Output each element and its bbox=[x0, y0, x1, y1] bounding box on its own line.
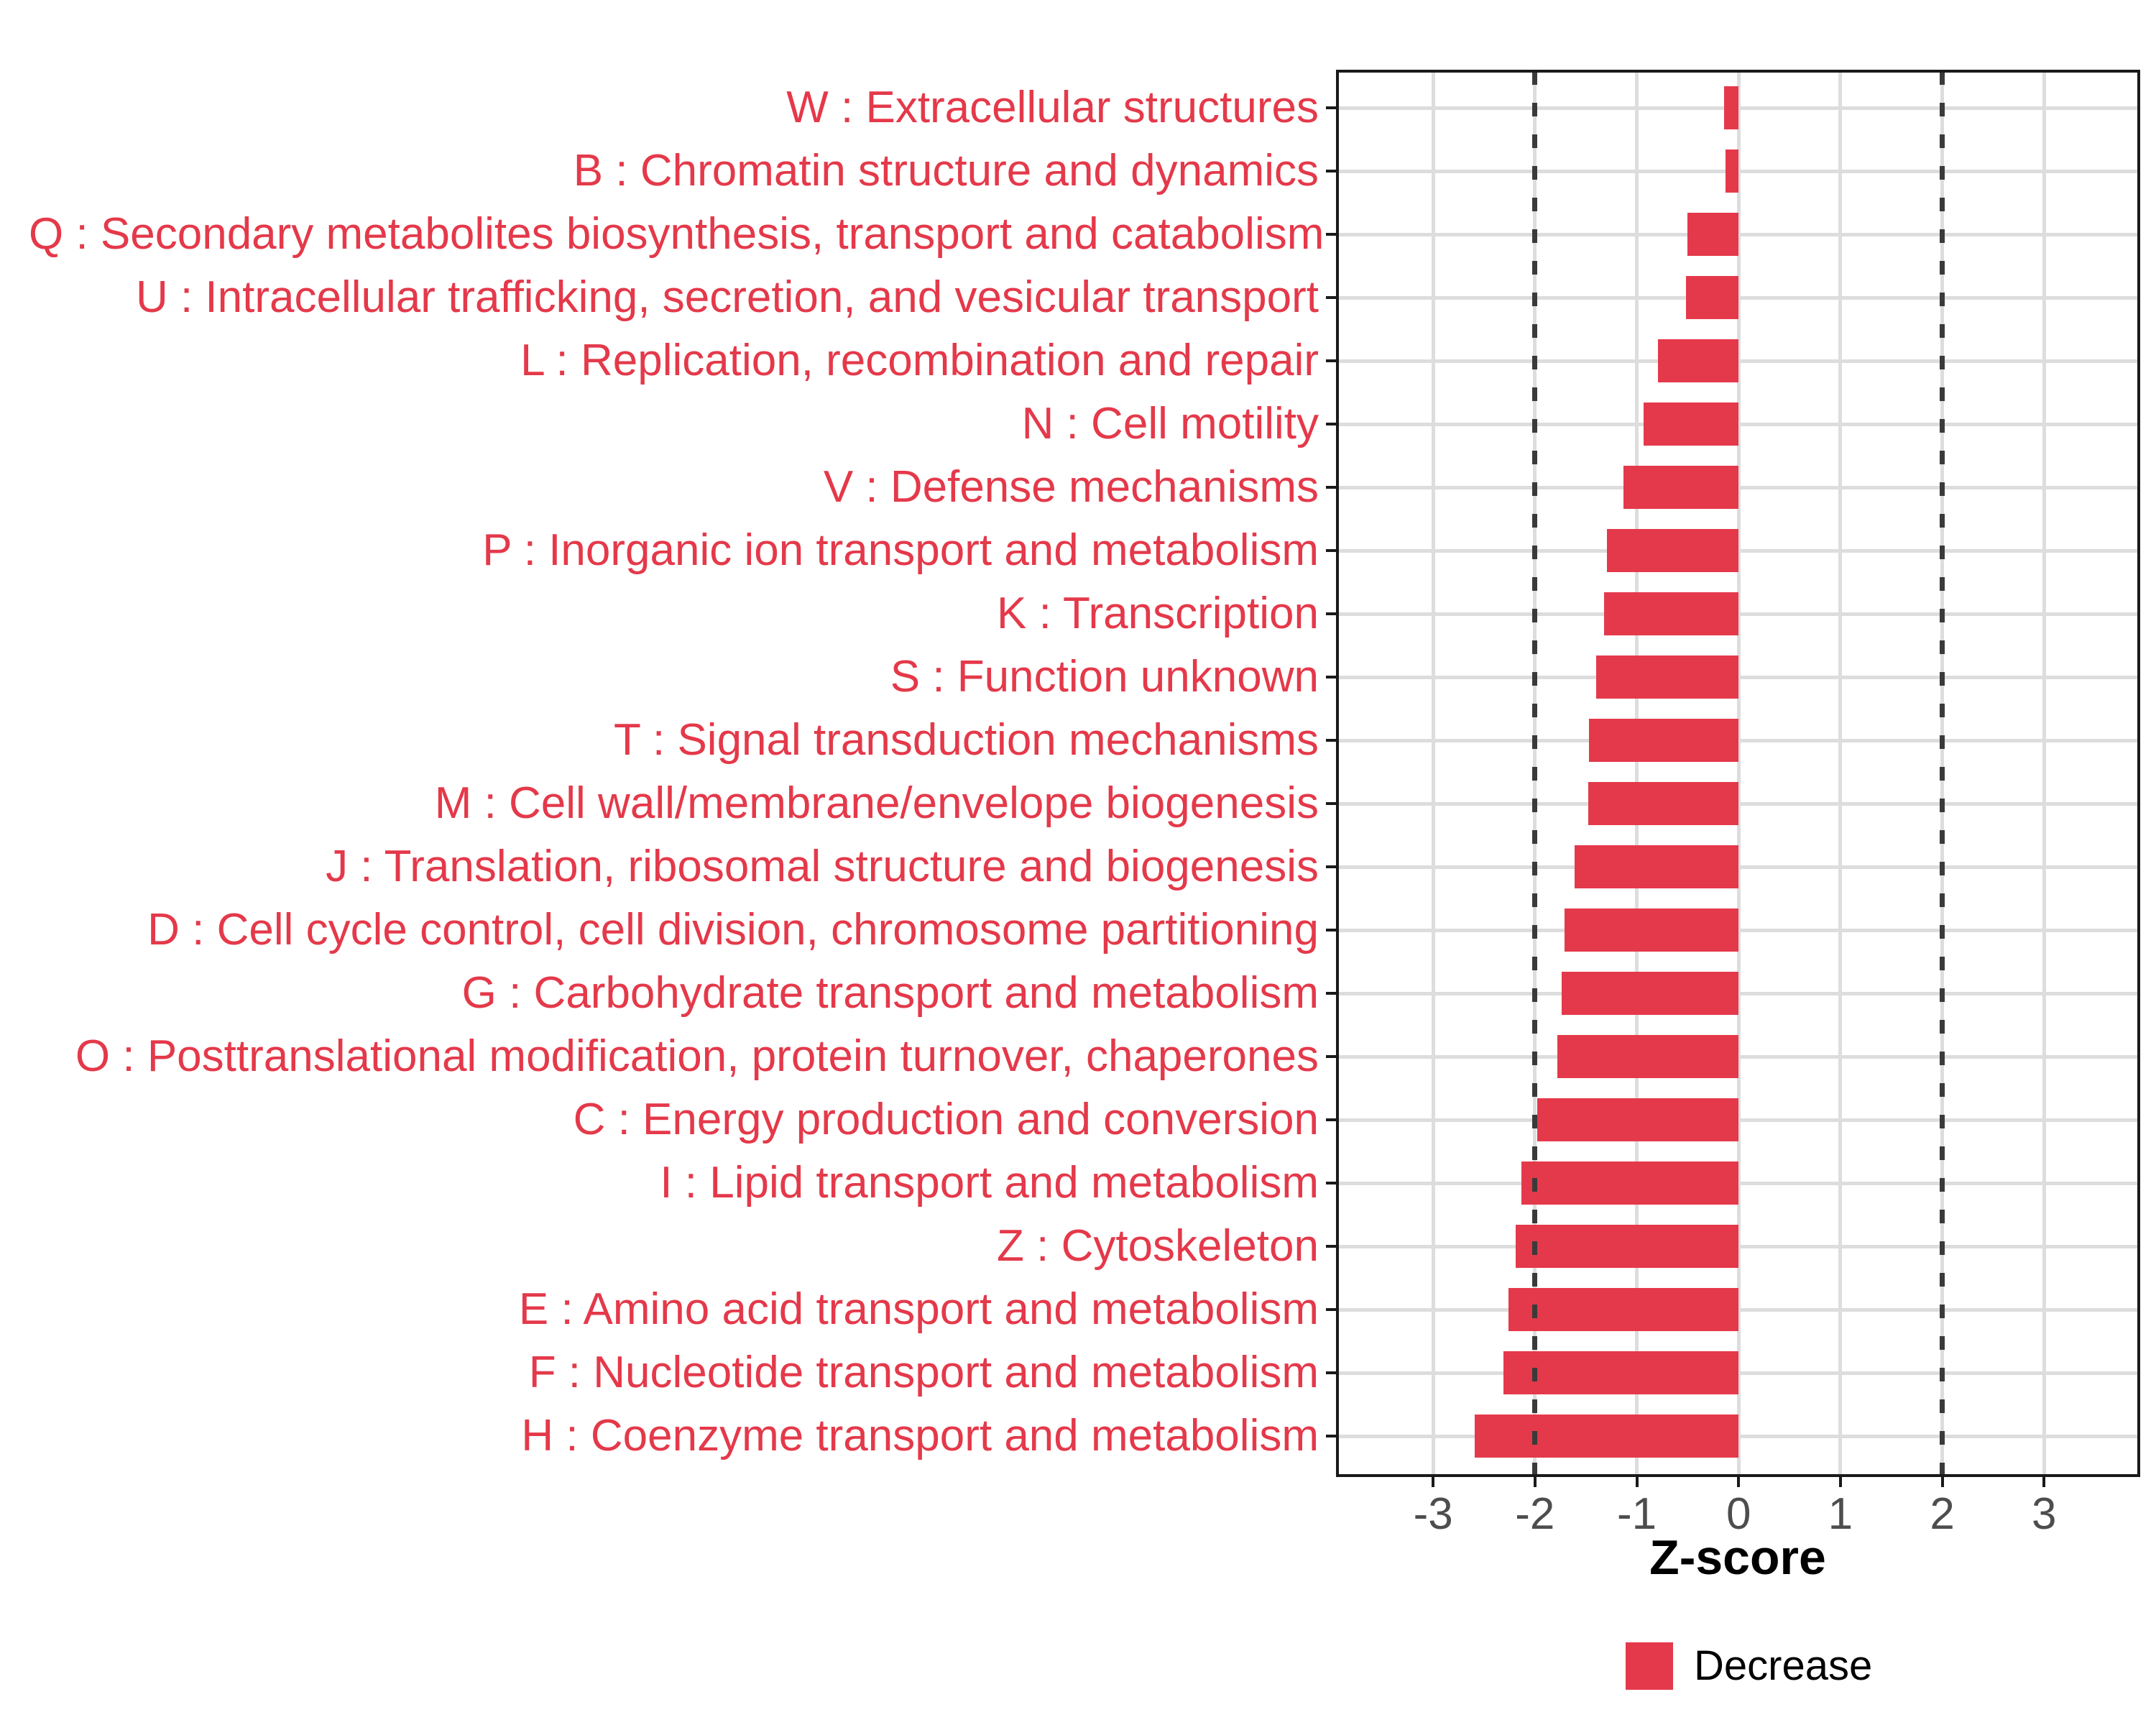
bar-v bbox=[1623, 466, 1739, 509]
reference-line-dashed bbox=[1940, 71, 1945, 1476]
x-axis-tick bbox=[1635, 1477, 1639, 1487]
bar-g bbox=[1561, 972, 1739, 1015]
y-axis-label: T : Signal transduction mechanisms bbox=[614, 715, 1319, 765]
bar-d bbox=[1564, 908, 1739, 952]
gridline-vertical bbox=[2042, 71, 2046, 1476]
y-axis-tick bbox=[1326, 1371, 1337, 1374]
y-axis-tick bbox=[1326, 676, 1337, 678]
y-axis-label: B : Chromatin structure and dynamics bbox=[573, 146, 1319, 196]
x-axis-tick-label: -3 bbox=[1413, 1489, 1453, 1539]
y-axis-tick bbox=[1326, 549, 1337, 552]
y-axis-tick bbox=[1326, 1435, 1337, 1438]
y-axis-tick bbox=[1326, 992, 1337, 995]
y-axis-tick bbox=[1326, 359, 1337, 362]
y-axis-label: J : Translation, ribosomal structure and… bbox=[326, 842, 1319, 891]
gridline-vertical bbox=[1736, 71, 1741, 1476]
x-axis-tick-label: 2 bbox=[1930, 1489, 1955, 1539]
y-axis-tick bbox=[1326, 929, 1337, 932]
bar-q bbox=[1687, 213, 1739, 256]
y-axis-tick bbox=[1326, 865, 1337, 868]
y-axis-label: L : Replication, recombination and repai… bbox=[520, 336, 1319, 385]
y-axis-tick bbox=[1326, 296, 1337, 299]
x-axis-tick-label: -2 bbox=[1515, 1489, 1555, 1539]
y-axis-label: N : Cell motility bbox=[1021, 399, 1319, 448]
y-axis-label: U : Intracellular trafficking, secretion… bbox=[135, 272, 1319, 322]
y-axis-label: S : Function unknown bbox=[890, 652, 1319, 702]
legend-swatch-decrease-icon bbox=[1626, 1642, 1673, 1690]
y-axis-tick bbox=[1326, 486, 1337, 489]
x-axis-tick-label: 3 bbox=[2031, 1489, 2057, 1539]
bar-p bbox=[1607, 529, 1739, 572]
y-axis-label: G : Carbohydrate transport and metabolis… bbox=[461, 968, 1319, 1018]
y-axis-tick bbox=[1326, 612, 1337, 615]
y-axis-label: F : Nucleotide transport and metabolism bbox=[528, 1348, 1319, 1397]
y-axis-tick bbox=[1326, 1182, 1337, 1184]
bar-o bbox=[1557, 1035, 1739, 1078]
bar-w bbox=[1724, 86, 1739, 129]
bar-n bbox=[1644, 402, 1739, 446]
gridline-vertical bbox=[1838, 71, 1843, 1476]
legend: Decrease bbox=[1626, 1642, 1872, 1690]
y-axis-tick bbox=[1326, 170, 1337, 172]
x-axis-tick bbox=[1533, 1477, 1537, 1487]
y-axis-tick bbox=[1326, 802, 1337, 805]
y-axis-tick bbox=[1326, 423, 1337, 426]
legend-label-decrease: Decrease bbox=[1694, 1642, 1873, 1689]
x-axis-tick bbox=[1432, 1477, 1435, 1487]
x-axis-tick bbox=[1838, 1477, 1842, 1487]
y-axis-tick bbox=[1326, 1308, 1337, 1311]
y-axis-tick bbox=[1326, 1245, 1337, 1248]
bar-t bbox=[1588, 719, 1739, 762]
bar-z bbox=[1515, 1225, 1739, 1268]
y-axis-tick bbox=[1326, 1055, 1337, 1058]
y-axis-label: H : Coenzyme transport and metabolism bbox=[521, 1411, 1319, 1460]
y-axis-label: D : Cell cycle control, cell division, c… bbox=[147, 905, 1319, 954]
x-axis-tick-label: 0 bbox=[1726, 1489, 1751, 1539]
y-axis-tick bbox=[1326, 233, 1337, 236]
y-axis-label: Z : Cytoskeleton bbox=[997, 1221, 1319, 1271]
x-axis-tick bbox=[1940, 1477, 1944, 1487]
gridline-vertical bbox=[1635, 71, 1639, 1476]
y-axis-tick bbox=[1326, 739, 1337, 742]
y-axis-tick bbox=[1326, 1118, 1337, 1121]
x-axis-tick-label: 1 bbox=[1828, 1489, 1853, 1539]
y-axis-label: Q : Secondary metabolites biosynthesis, … bbox=[29, 209, 1325, 259]
x-axis-tick bbox=[1737, 1477, 1741, 1487]
x-axis-tick-label: -1 bbox=[1616, 1489, 1657, 1539]
y-axis-label: I : Lipid transport and metabolism bbox=[660, 1158, 1319, 1208]
bar-b bbox=[1725, 150, 1739, 193]
bar-f bbox=[1503, 1351, 1739, 1394]
gridline-vertical bbox=[1431, 71, 1435, 1476]
y-axis-label: C : Energy production and conversion bbox=[573, 1095, 1319, 1144]
y-axis-label: E : Amino acid transport and metabolism bbox=[518, 1284, 1319, 1334]
y-axis-label: M : Cell wall/membrane/envelope biogenes… bbox=[434, 778, 1319, 828]
bar-j bbox=[1575, 845, 1739, 888]
x-axis-tick bbox=[2042, 1477, 2046, 1487]
bar-s bbox=[1595, 656, 1739, 699]
bar-u bbox=[1685, 276, 1739, 319]
bar-c bbox=[1537, 1098, 1739, 1141]
bar-h bbox=[1475, 1414, 1739, 1458]
bar-e bbox=[1508, 1288, 1739, 1331]
bar-l bbox=[1658, 339, 1739, 382]
y-axis-tick bbox=[1326, 106, 1337, 109]
reference-line-dashed bbox=[1532, 71, 1538, 1476]
bar-i bbox=[1521, 1162, 1739, 1205]
y-axis-label: O : Posttranslational modification, prot… bbox=[75, 1031, 1319, 1081]
x-axis-title: Z-score bbox=[1649, 1530, 1826, 1585]
bar-m bbox=[1588, 782, 1739, 825]
y-axis-label: V : Defense mechanisms bbox=[823, 462, 1319, 512]
bar-k bbox=[1604, 592, 1739, 635]
y-axis-label: K : Transcription bbox=[997, 589, 1319, 638]
y-axis-label: P : Inorganic ion transport and metaboli… bbox=[482, 525, 1319, 575]
y-axis-label: W : Extracellular structures bbox=[786, 83, 1319, 132]
